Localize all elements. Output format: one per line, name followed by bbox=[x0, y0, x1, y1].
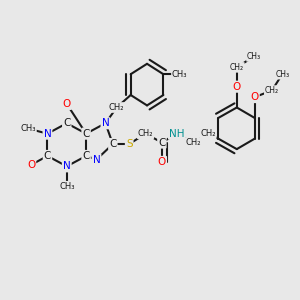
Text: N: N bbox=[101, 118, 109, 128]
Text: C: C bbox=[44, 151, 51, 161]
Text: C: C bbox=[63, 118, 70, 128]
Text: CH₂: CH₂ bbox=[265, 86, 279, 95]
Text: O: O bbox=[233, 82, 241, 92]
Text: S: S bbox=[126, 139, 133, 149]
Text: C: C bbox=[82, 129, 90, 139]
Text: O: O bbox=[158, 157, 166, 167]
Text: CH₂: CH₂ bbox=[138, 129, 153, 138]
Text: CH₂: CH₂ bbox=[109, 103, 124, 112]
Text: NH: NH bbox=[169, 129, 184, 139]
Text: CH₂: CH₂ bbox=[185, 138, 201, 147]
Text: CH₂: CH₂ bbox=[200, 129, 216, 138]
Text: CH₃: CH₃ bbox=[20, 124, 36, 133]
Text: C: C bbox=[109, 139, 116, 149]
Text: N: N bbox=[63, 161, 71, 171]
Text: C: C bbox=[82, 151, 90, 161]
Text: CH₂: CH₂ bbox=[230, 63, 244, 72]
Text: O: O bbox=[63, 99, 71, 109]
Text: N: N bbox=[44, 129, 51, 139]
Text: CH₃: CH₃ bbox=[172, 70, 188, 79]
Text: CH₃: CH₃ bbox=[247, 52, 261, 61]
Text: CH₃: CH₃ bbox=[275, 70, 289, 79]
Text: CH₃: CH₃ bbox=[59, 182, 74, 191]
Text: O: O bbox=[250, 92, 259, 102]
Text: N: N bbox=[93, 154, 101, 164]
Text: O: O bbox=[27, 160, 35, 170]
Text: C: C bbox=[158, 138, 166, 148]
